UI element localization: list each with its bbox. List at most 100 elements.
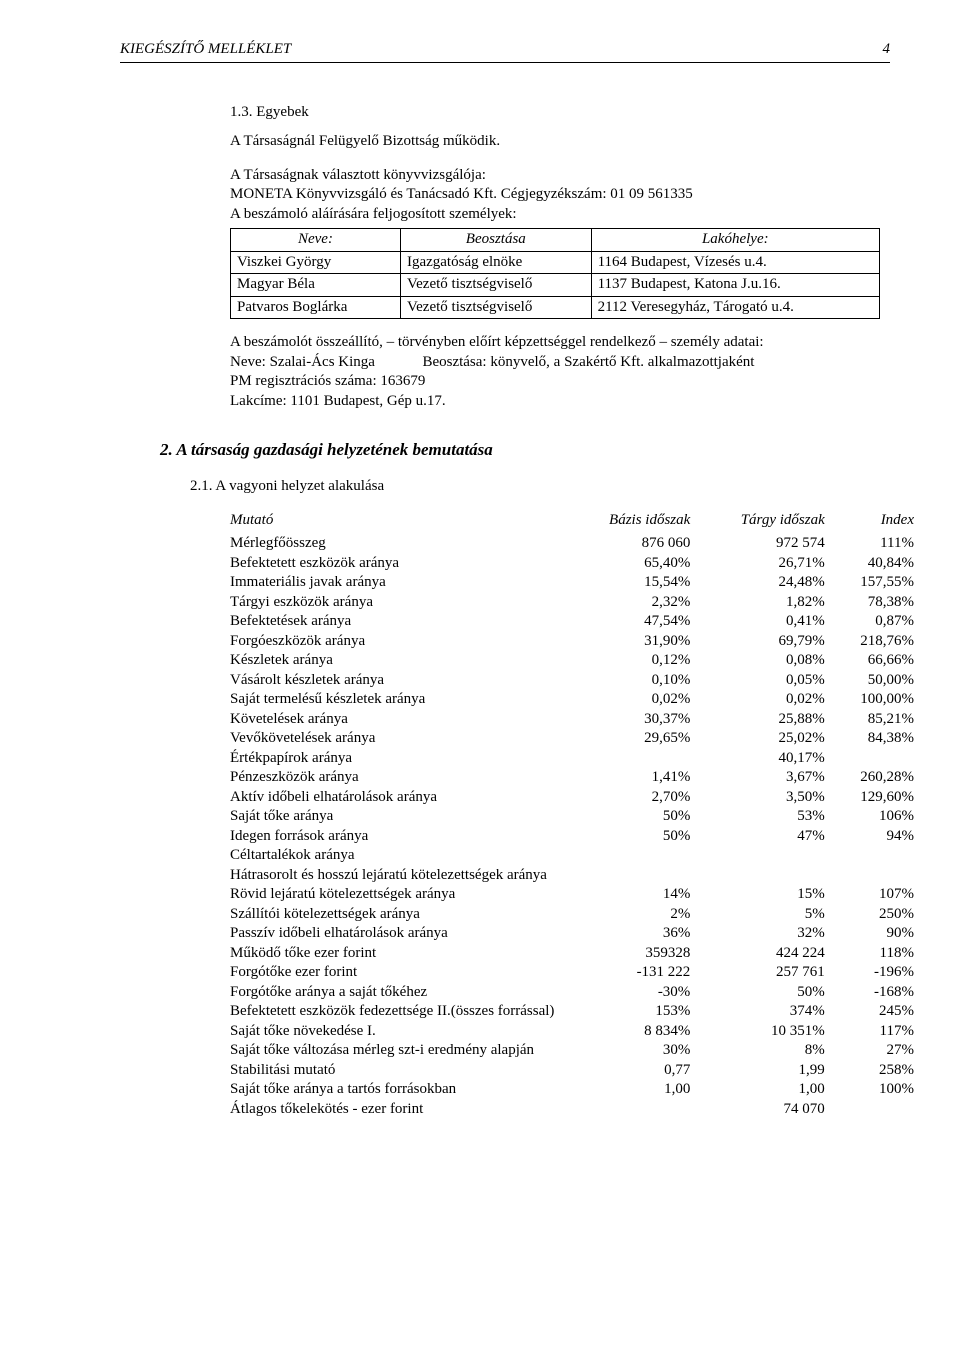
cell-targy: 47% xyxy=(696,827,830,847)
table-row: Passzív időbeli elhatárolások aránya36%3… xyxy=(230,924,920,944)
cell-mutato: Saját tőke aránya a tartós forrásokban xyxy=(230,1080,566,1100)
col-name: Neve: xyxy=(231,229,401,252)
cell-bazis: 15,54% xyxy=(566,573,696,593)
cell-bazis: 31,90% xyxy=(566,632,696,652)
table-row: Saját tőke aránya a tartós forrásokban1,… xyxy=(230,1080,920,1100)
cell-bazis: 2,32% xyxy=(566,593,696,613)
cell-index: 100% xyxy=(831,1080,920,1100)
cell-position: Vezető tisztségviselő xyxy=(400,296,591,319)
cell-targy: 24,48% xyxy=(696,573,830,593)
table-row: Vevőkövetelések aránya29,65%25,02%84,38% xyxy=(230,729,920,749)
cell-bazis xyxy=(566,866,696,886)
cell-index: 129,60% xyxy=(831,788,920,808)
cell-index: 40,84% xyxy=(831,554,920,574)
auditor-line2: MONETA Könyvvizsgáló és Tanácsadó Kft. C… xyxy=(230,185,880,205)
cell-mutato: Passzív időbeli elhatárolások aránya xyxy=(230,924,566,944)
table-row: Idegen források aránya50%47%94% xyxy=(230,827,920,847)
auditor-line1: A Társaságnak választott könyvvizsgálója… xyxy=(230,166,880,186)
compiler-position: Beosztása: könyvelő, a Szakértő Kft. alk… xyxy=(422,354,754,370)
table-row: Befektetések aránya47,54%0,41%0,87% xyxy=(230,612,920,632)
cell-bazis: 14% xyxy=(566,885,696,905)
table-row: Saját termelésű készletek aránya0,02%0,0… xyxy=(230,690,920,710)
cell-index: 157,55% xyxy=(831,573,920,593)
cell-index: 117% xyxy=(831,1022,920,1042)
cell-targy: 32% xyxy=(696,924,830,944)
compiler-reg: PM regisztrációs száma: 163679 xyxy=(230,372,880,392)
cell-index: 78,38% xyxy=(831,593,920,613)
cell-targy xyxy=(696,866,830,886)
cell-bazis: 30,37% xyxy=(566,710,696,730)
cell-targy: 74 070 xyxy=(696,1100,830,1120)
cell-position: Vezető tisztségviselő xyxy=(400,274,591,297)
cell-mutato: Befektetések aránya xyxy=(230,612,566,632)
cell-bazis: 153% xyxy=(566,1002,696,1022)
cell-targy: 3,67% xyxy=(696,768,830,788)
cell-targy: 0,08% xyxy=(696,651,830,671)
cell-targy: 374% xyxy=(696,1002,830,1022)
cell-index: 90% xyxy=(831,924,920,944)
cell-mutato: Tárgyi eszközök aránya xyxy=(230,593,566,613)
table-row: Saját tőke aránya50%53%106% xyxy=(230,807,920,827)
cell-index xyxy=(831,866,920,886)
table-row: Hátrasorolt és hosszú lejáratú kötelezet… xyxy=(230,866,920,886)
cell-mutato: Hátrasorolt és hosszú lejáratú kötelezet… xyxy=(230,866,566,886)
cell-mutato: Befektetett eszközök aránya xyxy=(230,554,566,574)
col-index: Index xyxy=(831,511,920,535)
cell-mutato: Pénzeszközök aránya xyxy=(230,768,566,788)
cell-bazis: -131 222 xyxy=(566,963,696,983)
cell-address: 1137 Budapest, Katona J.u.16. xyxy=(591,274,879,297)
cell-index: 0,87% xyxy=(831,612,920,632)
table-header-row: Neve: Beosztása Lakóhelye: xyxy=(231,229,880,252)
cell-mutato: Értékpapírok aránya xyxy=(230,749,566,769)
cell-targy: 69,79% xyxy=(696,632,830,652)
cell-mutato: Idegen források aránya xyxy=(230,827,566,847)
table-row: Patvaros Boglárka Vezető tisztségviselő … xyxy=(231,296,880,319)
cell-targy: 50% xyxy=(696,983,830,1003)
table-row: Mérlegfőösszeg876 060972 574111% xyxy=(230,534,920,554)
cell-targy: 25,02% xyxy=(696,729,830,749)
cell-mutato: Készletek aránya xyxy=(230,651,566,671)
p-fb: A Társaságnál Felügyelő Bizottság működi… xyxy=(230,132,880,152)
financial-table: Mutató Bázis időszak Tárgy időszak Index… xyxy=(230,511,920,1120)
table-row: Viszkei György Igazgatóság elnöke 1164 B… xyxy=(231,251,880,274)
cell-targy: 40,17% xyxy=(696,749,830,769)
table-row: Befektetett eszközök aránya65,40%26,71%4… xyxy=(230,554,920,574)
cell-bazis: 2,70% xyxy=(566,788,696,808)
cell-mutato: Átlagos tőkelekötés - ezer forint xyxy=(230,1100,566,1120)
cell-bazis: 65,40% xyxy=(566,554,696,574)
cell-index: 245% xyxy=(831,1002,920,1022)
cell-index xyxy=(831,846,920,866)
cell-targy: 1,82% xyxy=(696,593,830,613)
cell-targy xyxy=(696,846,830,866)
cell-mutato: Forgótőke ezer forint xyxy=(230,963,566,983)
cell-bazis: 0,12% xyxy=(566,651,696,671)
section-2-title: 2. A társaság gazdasági helyzetének bemu… xyxy=(160,439,890,461)
table-row: Forgótőke ezer forint-131 222257 761-196… xyxy=(230,963,920,983)
cell-mutato: Saját tőke változása mérleg szt-i eredmé… xyxy=(230,1041,566,1061)
section-2-1: 2.1. A vagyoni helyzet alakulása xyxy=(190,477,890,497)
page-header: KIEGÉSZÍTŐ MELLÉKLET 4 xyxy=(120,40,890,63)
cell-mutato: Saját tőke növekedése I. xyxy=(230,1022,566,1042)
col-address: Lakóhelye: xyxy=(591,229,879,252)
cell-bazis: 47,54% xyxy=(566,612,696,632)
cell-bazis: 876 060 xyxy=(566,534,696,554)
table-row: Saját tőke növekedése I.8 834%10 351%117… xyxy=(230,1022,920,1042)
cell-targy: 8% xyxy=(696,1041,830,1061)
cell-mutato: Vevőkövetelések aránya xyxy=(230,729,566,749)
table-row: Értékpapírok aránya 40,17% xyxy=(230,749,920,769)
cell-targy: 1,99 xyxy=(696,1061,830,1081)
table-row: Szállítói kötelezettségek aránya2%5%250% xyxy=(230,905,920,925)
cell-bazis: 1,00 xyxy=(566,1080,696,1100)
section-1-3-heading: 1.3. Egyebek xyxy=(230,103,890,123)
cell-bazis: 50% xyxy=(566,807,696,827)
cell-targy: 1,00 xyxy=(696,1080,830,1100)
cell-bazis: 36% xyxy=(566,924,696,944)
cell-mutato: Befektetett eszközök fedezettsége II.(ös… xyxy=(230,1002,566,1022)
cell-mutato: Stabilitási mutató xyxy=(230,1061,566,1081)
cell-bazis: 50% xyxy=(566,827,696,847)
doc-title: KIEGÉSZÍTŐ MELLÉKLET xyxy=(120,40,291,60)
cell-mutato: Céltartalékok aránya xyxy=(230,846,566,866)
table-row: Működő tőke ezer forint359328424 224118% xyxy=(230,944,920,964)
table-row: Stabilitási mutató0,771,99258% xyxy=(230,1061,920,1081)
cell-index: 218,76% xyxy=(831,632,920,652)
